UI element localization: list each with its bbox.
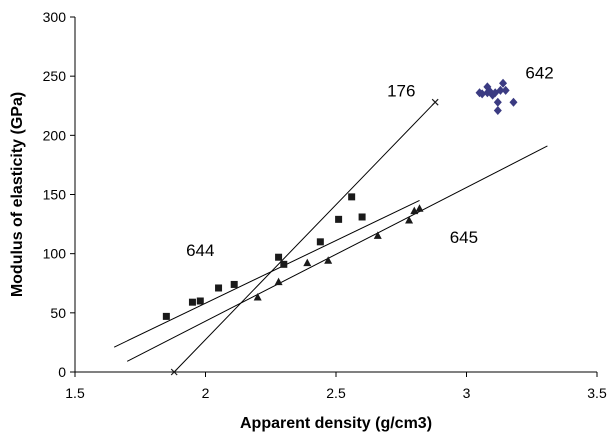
data-point-644 [188, 298, 196, 306]
data-point-642 [493, 105, 502, 115]
y-ticks: 0 50 100 150 200 250 300 [43, 9, 75, 380]
data-point-176-stroke [170, 368, 178, 376]
data-point-642 [501, 85, 510, 95]
data-point-642 [496, 85, 505, 95]
annotation-label: 642 [525, 64, 553, 83]
data-point-645 [405, 216, 414, 224]
y-tick-label: 200 [43, 127, 67, 143]
data-point-644 [348, 193, 356, 201]
data-point-176 [431, 98, 439, 106]
data-point-642 [485, 87, 494, 97]
data-point-645 [303, 258, 312, 267]
data-point-642 [493, 97, 502, 107]
x-tick-label: 2 [202, 385, 210, 401]
x-tick-label: 2.5 [326, 385, 346, 401]
data-point-644 [275, 253, 283, 261]
fit-lines [113, 101, 548, 373]
fit-line-644 [113, 199, 420, 348]
data-point-644 [215, 284, 223, 292]
data-point-645 [373, 231, 382, 239]
y-tick-label: 50 [50, 305, 66, 321]
data-point-645 [415, 204, 424, 212]
data-point-645 [274, 277, 283, 286]
annotation-label: 644 [186, 241, 214, 260]
data-point-644 [358, 213, 366, 221]
y-axis-title: Modulus of elasticity (GPa) [9, 92, 26, 297]
data-point-642 [475, 88, 484, 98]
y-tick-label: 300 [43, 9, 67, 25]
data-point-644 [316, 238, 324, 246]
x-ticks: 1.5 2 2.5 3 3.5 [65, 372, 607, 401]
data-point-644 [280, 260, 288, 268]
annotation-label: 176 [387, 81, 415, 100]
data-point-642 [499, 78, 508, 88]
y-tick-label: 250 [43, 68, 67, 84]
fit-line-176 [173, 101, 436, 373]
data-point-644 [162, 312, 170, 320]
y-tick-label: 150 [43, 187, 67, 203]
x-tick-label: 3 [463, 385, 471, 401]
data-point-645 [253, 292, 262, 301]
data-point-644 [196, 297, 204, 305]
data-point-644 [230, 280, 238, 288]
data-point-642 [509, 97, 518, 107]
fit-line-645 [126, 145, 548, 362]
data-markers [162, 78, 518, 376]
data-point-644 [335, 215, 343, 223]
x-axis-title: Apparent density (g/cm3) [240, 415, 432, 432]
data-point-645 [410, 206, 419, 215]
annotations: 176 642 644 645 [186, 64, 554, 260]
x-tick-label: 3.5 [587, 385, 607, 401]
x-tick-label: 1.5 [65, 385, 85, 401]
axes [74, 17, 597, 373]
annotation-label: 645 [450, 228, 478, 247]
y-tick-label: 0 [58, 364, 66, 380]
data-point-645 [324, 256, 333, 264]
data-point-176 [170, 368, 178, 376]
y-tick-label: 100 [43, 246, 67, 262]
data-point-176-stroke [431, 98, 439, 106]
